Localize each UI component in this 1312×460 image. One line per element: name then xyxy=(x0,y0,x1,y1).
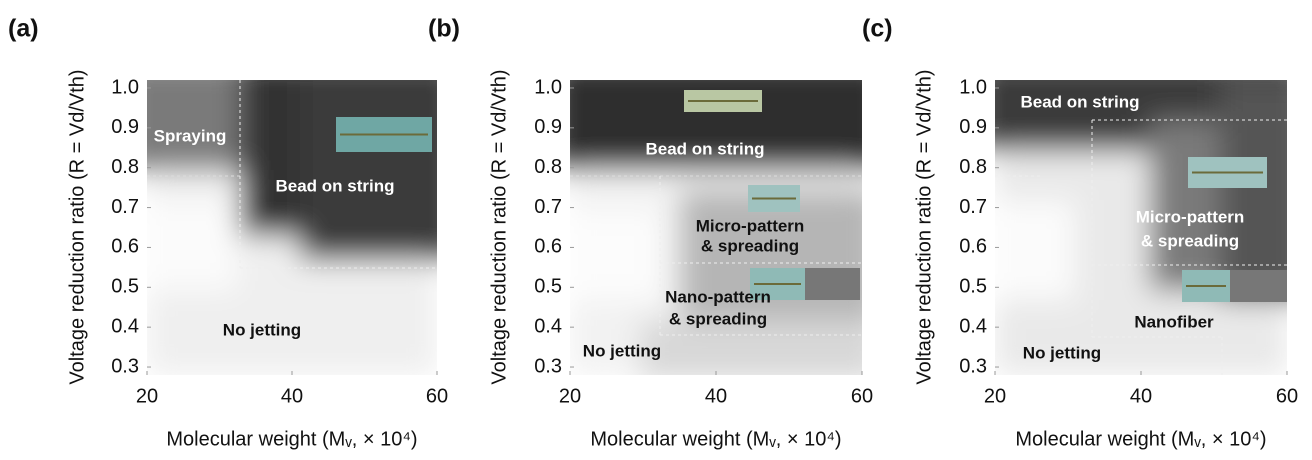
region-label: & spreading xyxy=(669,309,767,328)
figure: Spraying Bead on string No jetting 20 40 60 0.… xyxy=(0,0,1312,460)
region-label: No jetting xyxy=(1023,343,1101,362)
x-tick-label: 60 xyxy=(851,385,873,407)
inset-image xyxy=(805,268,860,300)
shade xyxy=(640,320,880,380)
y-axis-label: Voltage reduction ratio (R = Vd/Vth) xyxy=(488,69,510,384)
panel-label: (a) xyxy=(8,15,39,43)
region-label: Bead on string xyxy=(275,176,394,195)
inset-image xyxy=(1230,270,1288,302)
y-tick-label: 1.0 xyxy=(959,76,987,98)
region-label: Bead on string xyxy=(1020,92,1139,111)
y-tick-label: 0.3 xyxy=(111,355,139,377)
y-tick-label: 0.9 xyxy=(959,116,987,138)
y-tick-label: 0.3 xyxy=(534,355,562,377)
x-tick-label: 60 xyxy=(426,385,448,407)
x-tick-label: 40 xyxy=(1130,385,1152,407)
shade xyxy=(147,200,237,290)
y-tick-label: 0.9 xyxy=(534,116,562,138)
y-tick-label: 0.6 xyxy=(959,236,987,258)
x-tick-label: 60 xyxy=(1276,385,1298,407)
y-tick-label: 0.5 xyxy=(111,276,139,298)
y-tick-label: 0.7 xyxy=(959,196,987,218)
shade xyxy=(570,210,660,300)
region-label: Nano-pattern xyxy=(665,287,771,306)
x-axis-label: Molecular weight (Mᵥ, × 10⁴) xyxy=(166,428,417,450)
y-axis-label: Voltage reduction ratio (R = Vd/Vth) xyxy=(913,69,935,384)
x-tick-label: 20 xyxy=(136,385,158,407)
y-tick-label: 0.9 xyxy=(111,116,139,138)
region-label: Micro-pattern xyxy=(1136,207,1245,226)
panel-label: (c) xyxy=(862,15,893,43)
region-label: & spreading xyxy=(701,236,799,255)
panel-label: (b) xyxy=(428,15,460,43)
y-tick-label: 0.8 xyxy=(959,156,987,178)
region-label: Bead on string xyxy=(645,139,764,158)
y-tick-label: 0.8 xyxy=(111,156,139,178)
x-axis-label: Molecular weight (Mᵥ, × 10⁴) xyxy=(590,428,841,450)
region-label: No jetting xyxy=(223,320,301,339)
x-tick-label: 40 xyxy=(281,385,303,407)
y-tick-label: 0.4 xyxy=(111,315,139,337)
y-tick-label: 0.4 xyxy=(534,315,562,337)
x-tick-label: 40 xyxy=(705,385,727,407)
x-axis-label: Molecular weight (Mᵥ, × 10⁴) xyxy=(1015,428,1266,450)
y-axis-label: Voltage reduction ratio (R = Vd/Vth) xyxy=(66,69,88,384)
y-tick-label: 0.7 xyxy=(534,196,562,218)
shade xyxy=(300,60,460,260)
x-tick-label: 20 xyxy=(984,385,1006,407)
y-tick-label: 1.0 xyxy=(111,76,139,98)
y-tick-label: 0.8 xyxy=(534,156,562,178)
y-tick-label: 0.6 xyxy=(534,236,562,258)
y-tick-label: 0.5 xyxy=(959,276,987,298)
y-tick-label: 0.4 xyxy=(959,315,987,337)
y-tick-label: 0.7 xyxy=(111,196,139,218)
region-label: Micro-pattern xyxy=(696,216,805,235)
x-tick-label: 20 xyxy=(559,385,581,407)
page: Spraying Bead on string No jetting 20 40 60 0.… xyxy=(0,0,1312,460)
shade xyxy=(995,200,1075,300)
y-tick-label: 1.0 xyxy=(534,76,562,98)
region-label: Nanofiber xyxy=(1134,312,1214,331)
region-label: No jetting xyxy=(583,341,661,360)
y-tick-label: 0.3 xyxy=(959,355,987,377)
region-label: Spraying xyxy=(154,126,227,145)
region-label: & spreading xyxy=(1141,231,1239,250)
y-tick-label: 0.5 xyxy=(534,276,562,298)
y-tick-label: 0.6 xyxy=(111,236,139,258)
shade xyxy=(1220,80,1310,300)
